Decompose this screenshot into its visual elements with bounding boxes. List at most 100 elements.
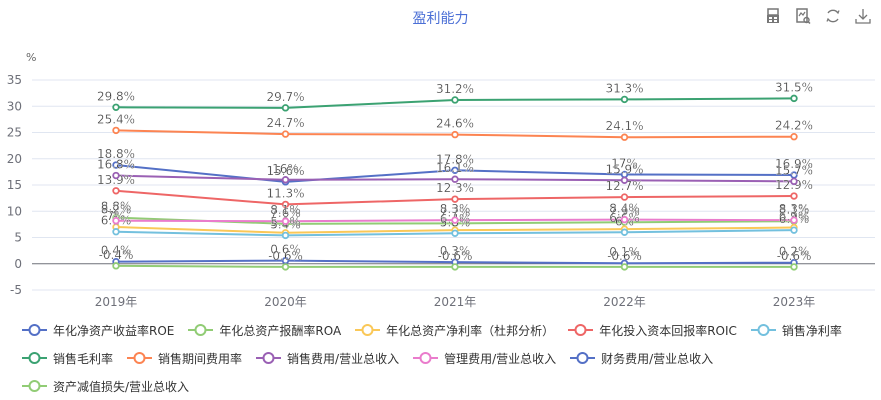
legend-line-marker-icon bbox=[750, 324, 776, 336]
data-point[interactable] bbox=[281, 176, 290, 184]
y-tick-label: 30 bbox=[7, 99, 22, 113]
legend-label: 资产减值损失/营业总收入 bbox=[53, 379, 190, 394]
x-tick-label: 2019年 bbox=[95, 295, 138, 309]
data-point[interactable] bbox=[451, 166, 459, 174]
data-point[interactable] bbox=[112, 103, 120, 111]
legend-label: 年化投入资本回报率ROIC bbox=[599, 323, 737, 338]
data-label: 25.4% bbox=[97, 112, 135, 126]
data-point[interactable] bbox=[281, 263, 290, 271]
legend-item[interactable]: 销售期间费用率 bbox=[127, 350, 242, 367]
data-point[interactable] bbox=[790, 94, 798, 103]
data-view-icon[interactable] bbox=[763, 6, 783, 26]
y-tick-label: 20 bbox=[7, 152, 22, 166]
y-tick-label: 25 bbox=[7, 126, 22, 140]
refresh-icon[interactable] bbox=[823, 6, 843, 26]
data-label: 0.6% bbox=[270, 243, 301, 257]
legend-label: 管理费用/营业总收入 bbox=[444, 351, 557, 366]
legend-item[interactable]: 销售费用/营业总收入 bbox=[256, 350, 399, 367]
legend-item[interactable]: 管理费用/营业总收入 bbox=[413, 350, 556, 367]
data-point[interactable] bbox=[790, 216, 798, 224]
data-label: 8.3% bbox=[440, 202, 471, 216]
data-point[interactable] bbox=[281, 130, 290, 138]
data-label: -0.6% bbox=[777, 249, 812, 263]
data-point[interactable] bbox=[790, 177, 798, 186]
data-label: 8.3% bbox=[779, 202, 810, 216]
legend-row: 资产减值损失/营业总收入 bbox=[22, 372, 881, 400]
legend-item[interactable]: 年化总资产报酬率ROA bbox=[188, 322, 341, 339]
data-label: 15.6% bbox=[266, 164, 304, 178]
data-point[interactable] bbox=[112, 187, 120, 195]
y-axis-unit: % bbox=[26, 51, 36, 64]
data-label: 31.2% bbox=[436, 82, 474, 96]
legend-item[interactable]: 销售净利率 bbox=[750, 322, 842, 339]
data-point[interactable] bbox=[281, 200, 290, 209]
chart-legend: 年化净资产收益率ROE 年化总资产报酬率ROA 年化总资产净利率（杜邦分析） 年化投入… bbox=[22, 316, 881, 400]
data-point[interactable] bbox=[620, 228, 629, 236]
data-label: 12.7% bbox=[605, 179, 643, 193]
data-label: 17.8% bbox=[436, 152, 474, 166]
data-label: 7.7% bbox=[440, 205, 471, 219]
data-point[interactable] bbox=[790, 192, 798, 200]
data-point[interactable] bbox=[451, 216, 459, 224]
data-point[interactable] bbox=[281, 231, 290, 240]
data-point[interactable] bbox=[281, 104, 290, 112]
data-label: 15.7% bbox=[775, 163, 813, 177]
data-point[interactable] bbox=[451, 263, 459, 271]
data-point[interactable] bbox=[790, 226, 798, 234]
data-label: 16.9% bbox=[775, 157, 813, 171]
data-point[interactable] bbox=[112, 126, 120, 135]
data-point[interactable] bbox=[620, 263, 629, 271]
data-point[interactable] bbox=[790, 132, 798, 141]
data-label: 18.8% bbox=[97, 147, 135, 161]
legend-item[interactable]: 资产减值损失/营业总收入 bbox=[22, 378, 189, 395]
data-point[interactable] bbox=[112, 216, 120, 225]
data-point[interactable] bbox=[620, 193, 629, 201]
data-point[interactable] bbox=[451, 195, 459, 203]
data-point[interactable] bbox=[620, 215, 629, 224]
data-point[interactable] bbox=[451, 96, 459, 104]
data-label: -0.4% bbox=[99, 248, 134, 262]
data-point[interactable] bbox=[451, 175, 459, 183]
data-point[interactable] bbox=[112, 161, 120, 169]
legend-item[interactable]: 年化投入资本回报率ROIC bbox=[568, 322, 737, 339]
data-label: 12.3% bbox=[436, 181, 474, 195]
data-point[interactable] bbox=[451, 130, 459, 139]
data-label: 24.7% bbox=[266, 116, 304, 130]
legend-label: 年化净资产收益率ROE bbox=[53, 323, 175, 338]
data-label: 24.2% bbox=[775, 119, 813, 133]
download-icon[interactable] bbox=[853, 6, 873, 26]
legend-item[interactable]: 财务费用/营业总收入 bbox=[570, 350, 713, 367]
data-label: 8.2% bbox=[101, 203, 132, 217]
legend-line-marker-icon bbox=[127, 352, 153, 364]
data-label: 31.5% bbox=[775, 80, 813, 94]
data-label: 0.1% bbox=[609, 245, 640, 259]
legend-item[interactable]: 年化总资产净利率（杜邦分析） bbox=[355, 322, 554, 339]
data-point[interactable] bbox=[620, 95, 629, 104]
legend-item[interactable]: 年化净资产收益率ROE bbox=[22, 322, 174, 339]
data-label: 8.1% bbox=[270, 203, 301, 217]
legend-line-marker-icon bbox=[355, 324, 381, 336]
data-label: 0.4% bbox=[101, 244, 132, 258]
data-point[interactable] bbox=[790, 263, 798, 271]
data-point[interactable] bbox=[112, 228, 120, 236]
data-label: 8.1% bbox=[779, 203, 810, 217]
data-point[interactable] bbox=[112, 171, 120, 180]
chart-toolbar bbox=[763, 6, 873, 26]
data-point[interactable] bbox=[620, 133, 629, 141]
chart-title: 盈利能力 bbox=[412, 11, 469, 27]
legend-line-marker-icon bbox=[568, 324, 594, 336]
data-point[interactable] bbox=[451, 229, 459, 237]
data-point[interactable] bbox=[112, 262, 120, 270]
legend-label: 销售期间费用率 bbox=[158, 351, 243, 366]
data-point[interactable] bbox=[620, 176, 629, 184]
data-label: 17% bbox=[611, 157, 638, 171]
data-label: 15.9% bbox=[605, 162, 643, 176]
data-label: 7.9% bbox=[609, 204, 640, 218]
data-label: 29.7% bbox=[266, 90, 304, 104]
legend-item[interactable]: 销售毛利率 bbox=[22, 350, 113, 367]
data-point[interactable] bbox=[281, 217, 290, 225]
magic-view-icon[interactable] bbox=[793, 6, 813, 26]
legend-line-marker-icon bbox=[188, 324, 214, 336]
line-chart: % -5 0 5 10 15 20 25 30 35 2019年 2020年 2021年 2022年 202… bbox=[7, 51, 875, 309]
y-tick-label: 35 bbox=[7, 73, 22, 87]
